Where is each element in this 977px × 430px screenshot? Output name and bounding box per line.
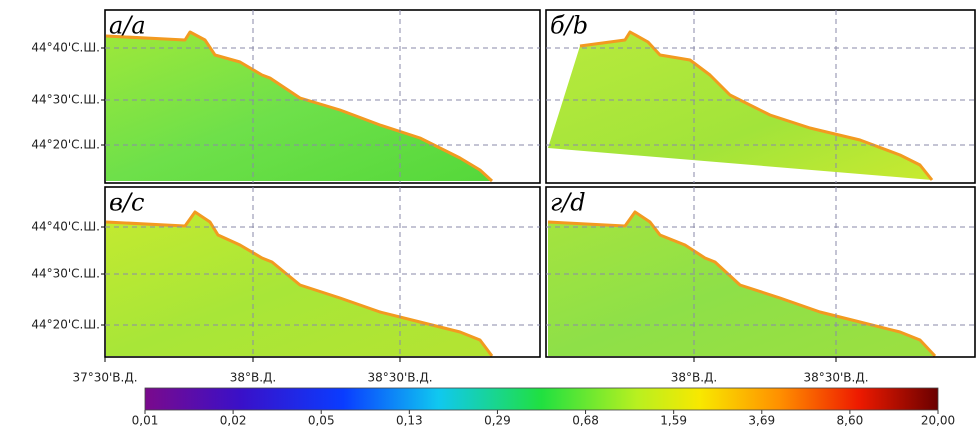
- labels: а/a б/b в/c г/d 44°40'С.Ш. 44°30'С.Ш. 44°20'С.…: [31, 12, 955, 428]
- grid: [105, 10, 975, 357]
- colorbar-label: 8,60: [837, 414, 864, 428]
- y-label: 44°30'С.Ш.: [31, 93, 100, 107]
- colorbar-label: 1,59: [660, 414, 687, 428]
- frame: [545, 9, 976, 184]
- colorbar: [144, 387, 939, 411]
- y-label: 44°40'С.Ш.: [31, 220, 100, 234]
- colorbar-label: 0,68: [572, 414, 599, 428]
- coastline: [105, 210, 494, 357]
- x-label: 38°30'В.Д.: [367, 371, 432, 385]
- sea: [106, 32, 492, 181]
- y-label: 44°30'С.Ш.: [31, 267, 100, 281]
- colorbar-label: 0,29: [484, 414, 511, 428]
- colorbar-label: 20,00: [921, 414, 955, 428]
- frame: [104, 186, 541, 358]
- coastline: [579, 30, 934, 181]
- x-label: 38°В.Д.: [671, 371, 718, 385]
- colorbar-label: 0,01: [132, 414, 159, 428]
- frame: [545, 186, 976, 358]
- x-label: 38°30'В.Д.: [803, 371, 868, 385]
- sea: [106, 212, 492, 356]
- x-label: 38°В.Д.: [230, 371, 277, 385]
- panel-label: б/b: [550, 12, 588, 40]
- coastline: [105, 30, 494, 183]
- colorbar-label: 0,05: [308, 414, 335, 428]
- y-label: 44°20'С.Ш.: [31, 138, 100, 152]
- frame: [104, 9, 541, 184]
- panel-label: а/a: [109, 12, 146, 40]
- y-label: 44°20'С.Ш.: [31, 318, 100, 332]
- colorbar-label: 3,69: [748, 414, 775, 428]
- panel-b: [545, 9, 976, 184]
- panel-label: г/d: [550, 189, 586, 217]
- sea: [548, 32, 932, 180]
- colorbar-label: 0,13: [396, 414, 423, 428]
- panel-d: [545, 186, 976, 358]
- panel-c: [104, 186, 541, 358]
- colorbar-label: 0,02: [220, 414, 247, 428]
- coastline: [547, 210, 937, 358]
- x-label: 37°30'В.Д.: [72, 371, 137, 385]
- panel-a: [104, 9, 541, 184]
- y-label: 44°40'С.Ш.: [31, 41, 100, 55]
- sea: [548, 212, 935, 356]
- panel-label: в/c: [109, 189, 145, 217]
